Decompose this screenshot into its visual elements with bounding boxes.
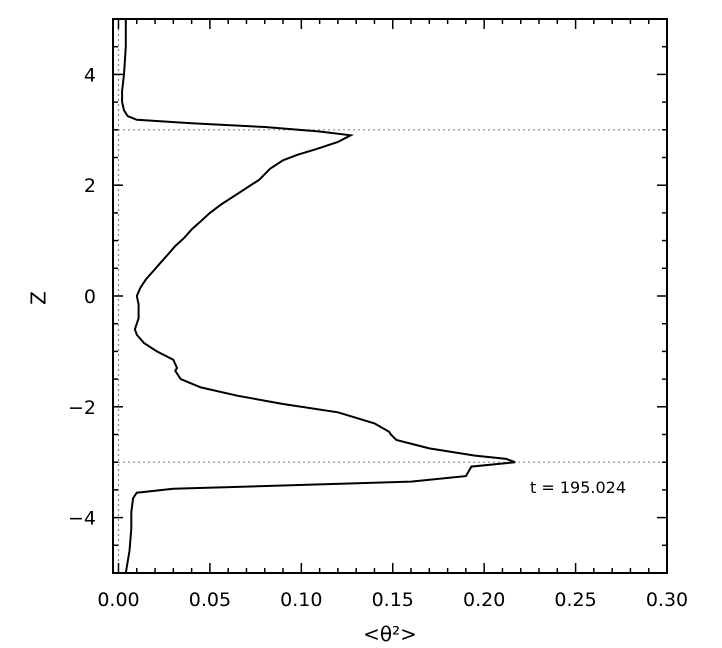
y-tick-label: −4 xyxy=(68,508,96,530)
x-tick-label: 0.30 xyxy=(646,589,688,611)
x-tick-labels: 0.00 0.05 0.10 0.15 0.20 0.25 0.30 xyxy=(97,589,688,611)
y-tick-label: 2 xyxy=(84,175,96,197)
time-annotation: t = 195.024 xyxy=(530,478,626,497)
y-axis-label: Z xyxy=(27,291,51,305)
y-tick-label: 4 xyxy=(84,64,96,86)
x-tick-label: 0.10 xyxy=(280,589,322,611)
y-tick-labels: −4 −2 0 2 4 xyxy=(68,64,96,529)
x-tick-label: 0.25 xyxy=(554,589,596,611)
plot-frame xyxy=(112,18,668,574)
series-line xyxy=(121,19,516,574)
x-axis-label: <θ²> xyxy=(363,622,417,646)
x-tick-label: 0.20 xyxy=(463,589,505,611)
y-tick-label: 0 xyxy=(84,286,96,308)
x-tick-label: 0.00 xyxy=(97,589,139,611)
x-tick-label: 0.05 xyxy=(189,589,231,611)
y-tick-label: −2 xyxy=(68,397,96,419)
x-tick-label: 0.15 xyxy=(372,589,414,611)
